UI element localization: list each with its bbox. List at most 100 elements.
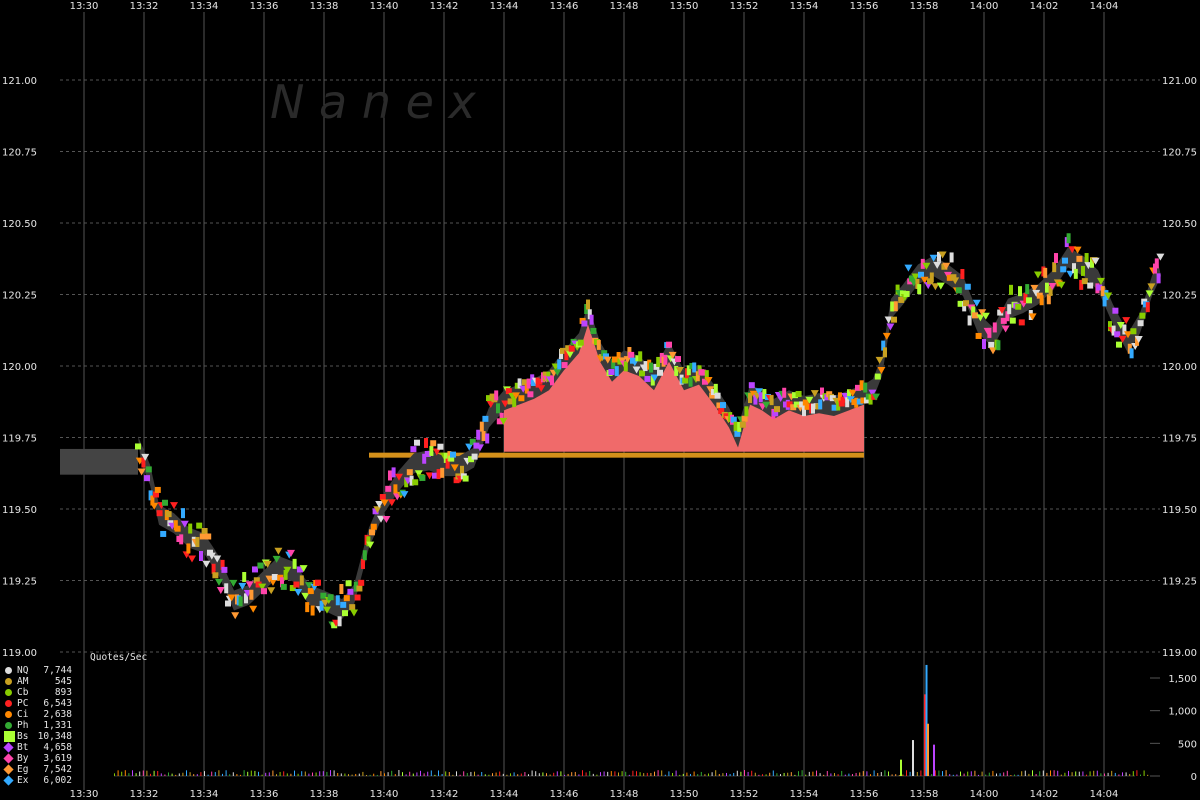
quote-rate-bar [452,774,454,776]
quote-mark [536,378,543,385]
quote-mark [522,379,528,386]
quote-mark [342,610,348,617]
quote-mark [859,380,864,391]
quote-mark [964,283,971,290]
quote-mark [847,389,851,400]
quote-rate-bar [434,774,436,776]
legend-item-ph: Ph 1,331 [4,720,114,731]
quote-mark [1137,320,1144,327]
quote-mark [782,387,787,398]
quote-mark [911,273,920,281]
quote-rate-bar [409,771,411,776]
legend-count: 1,331 [43,720,72,731]
quote-mark [1108,321,1112,332]
quote-mark [505,388,512,395]
quote-mark [205,533,212,540]
quote-mark [566,351,574,359]
quote-rate-bar [438,770,439,776]
quote-mark [1139,312,1146,319]
quote-mark [453,477,460,484]
quote-rate-bar [859,772,861,776]
quote-mark [987,327,992,338]
quote-mark [424,450,431,457]
quote-mark [590,327,597,334]
quote-rate-bar [848,773,850,776]
x-tick-label-bottom: 13:34 [190,789,219,800]
quote-mark [1009,317,1016,324]
quote-rate-bar [1060,774,1062,776]
quote-mark [1034,271,1042,279]
exchange-legend: NQ 7,744 AM 545 Cb 893 PC 6,543 Ci 2,638 Ph 1,331 Bs… [3,665,114,786]
quote-rate-bar [650,772,652,776]
quote-mark [933,261,942,269]
quote-rate-bar [909,771,911,776]
quote-mark [1091,257,1100,265]
quote-mark [748,382,755,389]
quote-mark [929,272,934,283]
quote-rate-bar [1017,774,1019,776]
legend-item-by: By 3,619 [3,753,114,764]
x-tick-label-bottom: 13:46 [550,789,579,800]
quote-rate-bar [254,770,256,776]
quote-mark [1081,278,1088,285]
quote-mark [1147,283,1156,291]
quote-mark [356,585,363,592]
quote-rate-bar [1096,770,1098,776]
quote-mark [881,340,886,351]
quote-mark [963,300,969,307]
quote-mark [836,400,841,411]
quote-mark [831,404,838,411]
x-tick-label-bottom: 13:54 [790,789,819,800]
quote-mark [1116,341,1122,348]
quote-rate-bar [1147,774,1149,776]
quote-rate-bar [1042,770,1044,776]
quote-rate-bar [715,770,717,776]
quote-mark [929,254,938,262]
quote-mark [1000,317,1007,324]
circle-marker-icon [5,700,12,707]
quote-mark [1032,289,1041,297]
quote-mark [188,523,193,534]
quote-mark [608,369,615,376]
quote-mark [1079,279,1084,290]
quote-rate-bar [430,770,432,776]
quote-rate-bar [636,771,637,776]
quote-rate-bar [895,774,897,776]
quote-mark [499,412,504,423]
quote-rate-bar [1010,774,1012,776]
y-tick-label-right: 119.25 [1162,577,1197,588]
y-tick-label-right: 121.00 [1162,76,1197,87]
quote-mark [345,580,352,587]
quote-mark [293,581,300,588]
quote-mark [1039,295,1044,306]
quote-rate-bar [366,774,367,776]
quote-rate-bar [513,772,515,776]
quote-rate-bar [564,774,565,776]
quote-rate-bar [808,771,810,776]
quote-mark [537,385,546,393]
quote-mark [327,594,334,601]
quote-mark [238,582,247,590]
quote-mark [561,362,568,369]
quote-rate-bar [337,772,339,776]
quote-mark [370,523,377,530]
x-tick-label-top: 13:30 [70,1,99,12]
quote-mark [649,362,653,373]
quote-mark [1122,317,1131,325]
quote-mark [283,569,288,580]
quote-rate-bar [949,774,951,776]
quote-mark [221,566,228,573]
quote-mark [1048,285,1053,296]
quote-mark [868,389,877,397]
circle-marker-icon [5,711,12,718]
quote-mark [920,276,929,284]
quote-rate-bar [132,770,133,776]
legend-count: 893 [54,687,72,698]
quote-rate-bar [1125,772,1127,776]
quote-mark [141,457,146,468]
quote-mark [207,552,216,560]
quote-mark [215,578,223,586]
quote-rate-bar [956,774,958,776]
legend-count: 6,002 [43,775,72,786]
quote-rate-bar [214,772,216,776]
